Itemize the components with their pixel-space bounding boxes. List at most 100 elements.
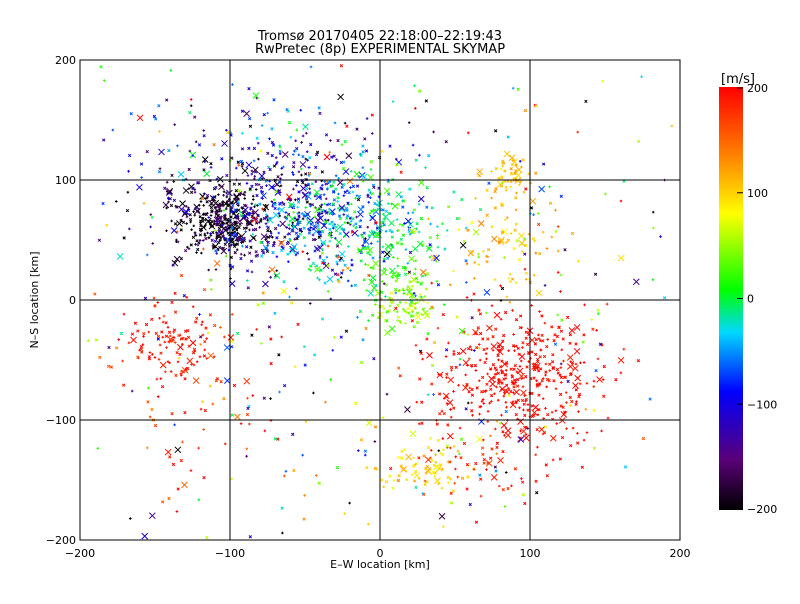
data-point <box>324 211 329 215</box>
data-point <box>552 339 556 343</box>
data-point <box>213 260 221 267</box>
data-point <box>155 377 159 381</box>
data-point <box>485 459 493 467</box>
data-point <box>485 382 489 386</box>
data-point <box>193 190 197 194</box>
data-point <box>201 320 204 324</box>
data-point <box>323 180 326 183</box>
data-point <box>356 234 360 238</box>
data-point <box>381 416 385 419</box>
data-point <box>254 254 258 258</box>
data-point <box>470 409 474 413</box>
data-point <box>324 182 328 186</box>
data-point <box>441 467 444 471</box>
data-point <box>558 392 563 397</box>
data-point <box>335 260 339 264</box>
data-point <box>554 229 558 234</box>
data-point <box>482 457 486 462</box>
data-point <box>230 413 234 417</box>
data-point <box>262 203 270 211</box>
data-point <box>382 212 385 216</box>
data-point <box>198 355 202 359</box>
data-point <box>291 165 296 169</box>
data-point <box>389 300 393 304</box>
data-point <box>223 217 227 221</box>
data-point <box>286 212 291 217</box>
data-point <box>412 464 416 468</box>
data-point <box>485 188 489 192</box>
data-point <box>309 264 313 268</box>
data-point <box>412 456 415 460</box>
data-point <box>273 437 277 441</box>
data-point <box>179 256 184 261</box>
data-point <box>559 362 563 366</box>
data-point <box>170 219 173 223</box>
data-point <box>414 294 417 298</box>
data-point <box>551 458 555 462</box>
data-point <box>211 244 215 248</box>
data-point <box>380 280 384 283</box>
data-point <box>394 291 398 295</box>
data-point <box>328 211 332 215</box>
data-point <box>328 207 331 211</box>
data-point <box>314 165 318 170</box>
data-point <box>125 208 130 213</box>
data-point <box>257 221 261 224</box>
data-point <box>304 187 309 191</box>
data-point <box>478 358 482 362</box>
data-point <box>159 351 163 355</box>
data-point <box>225 200 229 203</box>
data-point <box>226 224 230 228</box>
data-point <box>559 290 562 293</box>
data-point <box>426 301 429 305</box>
data-point <box>230 345 234 349</box>
data-point <box>369 196 372 200</box>
data-point <box>292 160 296 165</box>
data-point <box>486 410 490 413</box>
data-point <box>424 287 429 291</box>
data-point <box>315 150 320 154</box>
data-point <box>248 124 253 128</box>
data-point <box>501 159 505 163</box>
data-point <box>194 206 197 210</box>
data-point <box>251 198 255 201</box>
data-point <box>309 268 313 272</box>
data-point <box>251 233 255 236</box>
data-point <box>224 228 228 232</box>
data-point <box>445 395 449 399</box>
data-point <box>369 160 374 164</box>
data-point <box>550 360 555 364</box>
data-point <box>114 346 119 350</box>
data-point <box>509 367 513 371</box>
data-point <box>549 434 557 442</box>
data-point <box>170 412 174 416</box>
data-point <box>345 152 353 160</box>
data-point <box>240 162 245 166</box>
data-point <box>441 222 444 226</box>
data-point <box>516 398 520 402</box>
data-point <box>274 156 278 160</box>
data-point <box>121 359 124 363</box>
data-point <box>556 271 560 274</box>
data-point <box>250 172 254 176</box>
data-point <box>346 221 350 225</box>
data-point <box>512 333 515 336</box>
data-point <box>493 278 497 282</box>
data-point <box>333 336 336 339</box>
data-point <box>189 469 193 472</box>
data-point <box>278 390 281 394</box>
data-point <box>576 441 580 445</box>
data-point <box>501 339 505 343</box>
data-point <box>359 250 363 255</box>
data-point <box>279 248 284 252</box>
data-point <box>198 215 202 219</box>
data-point <box>396 202 401 207</box>
data-point <box>184 204 188 208</box>
data-point <box>357 210 364 218</box>
data-point <box>476 252 480 256</box>
data-point <box>205 193 210 198</box>
data-point <box>297 220 301 224</box>
data-point <box>524 278 528 281</box>
